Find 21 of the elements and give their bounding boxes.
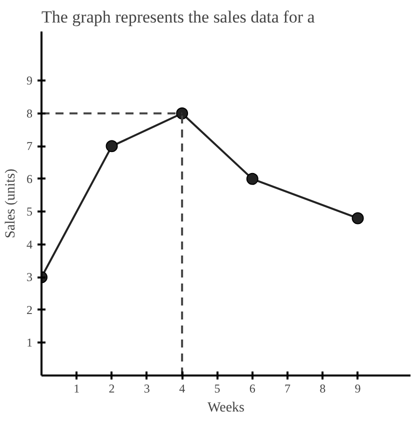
- x-axis-title: Weeks: [208, 400, 244, 416]
- x-tick-label: 3: [144, 382, 150, 396]
- y-axis-title: Sales (units): [4, 168, 18, 238]
- y-tick-label: 1: [26, 336, 32, 350]
- x-tick-label: 8: [320, 382, 326, 396]
- x-tick-label: 6: [249, 382, 256, 396]
- y-tick-label: 6: [26, 172, 32, 186]
- y-tick-label: 9: [26, 74, 32, 88]
- y-tick-label: 5: [26, 204, 32, 219]
- x-tick-label: 9: [354, 382, 361, 396]
- x-tick-label: 2: [108, 382, 115, 396]
- chart-title: The graph represents the sales data for a: [42, 8, 316, 26]
- x-tick-label: 5: [214, 382, 220, 396]
- x-tick-label: 4: [179, 382, 186, 396]
- y-tick-label: 4: [26, 237, 32, 252]
- x-tick-label: 1: [74, 382, 80, 396]
- y-tick-label: 8: [26, 106, 32, 120]
- y-tick-label: 2: [26, 302, 32, 317]
- x-tick-label: 7: [284, 382, 290, 396]
- y-tick-label: 3: [26, 270, 32, 284]
- y-tick-label: 7: [26, 139, 32, 154]
